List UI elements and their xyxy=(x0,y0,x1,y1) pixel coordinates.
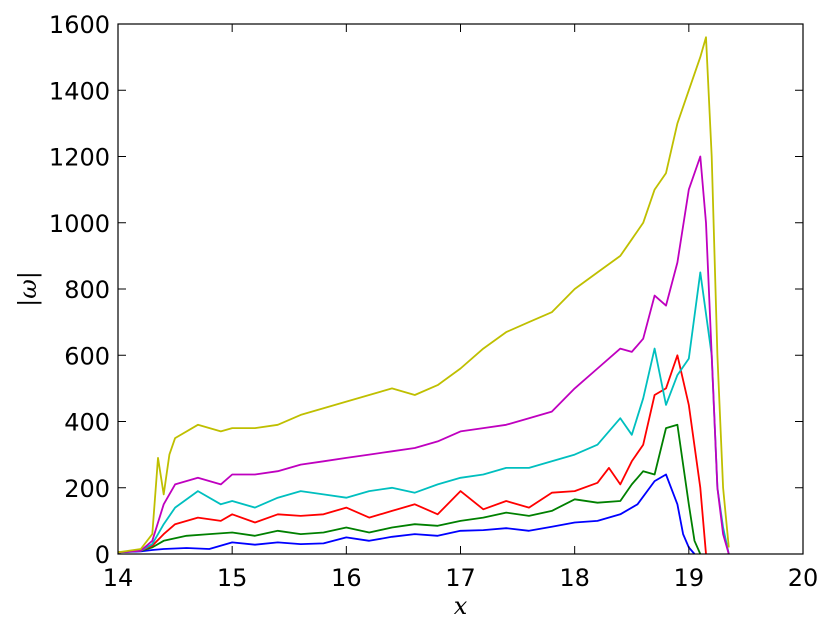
y-tick-label: 0 xyxy=(95,541,110,569)
x-tick-label: 16 xyxy=(331,564,362,592)
y-tick-label: 1200 xyxy=(49,144,110,172)
series-line-6 xyxy=(117,36,730,554)
y-tick-label: 200 xyxy=(64,475,110,503)
y-tick-label: 1600 xyxy=(49,11,110,39)
x-tick-label: 19 xyxy=(674,564,705,592)
y-tick-label: 600 xyxy=(64,342,110,370)
y-axis-label: |ω| xyxy=(14,271,43,307)
x-tick-label: 17 xyxy=(445,564,476,592)
series-line-4 xyxy=(117,271,730,555)
y-tick-label: 1400 xyxy=(49,77,110,105)
x-tick-label: 18 xyxy=(559,564,590,592)
series-line-5 xyxy=(117,155,730,555)
series-layer xyxy=(117,36,730,555)
x-axis-label: x xyxy=(454,592,468,620)
series-line-2 xyxy=(117,423,702,555)
y-tick-label: 1000 xyxy=(49,210,110,238)
series-line-3 xyxy=(117,354,707,555)
plot-frame xyxy=(117,23,804,555)
ticks-layer: 14 15 16 17 18 19 2002004006008001000120014001… xyxy=(49,11,818,592)
series-line-1 xyxy=(117,473,696,555)
x-tick-label: 15 xyxy=(217,564,248,592)
y-tick-label: 400 xyxy=(64,409,110,437)
y-tick-label: 800 xyxy=(64,276,110,304)
x-tick-label: 20 xyxy=(788,564,819,592)
x-tick-label: 14 xyxy=(103,564,134,592)
